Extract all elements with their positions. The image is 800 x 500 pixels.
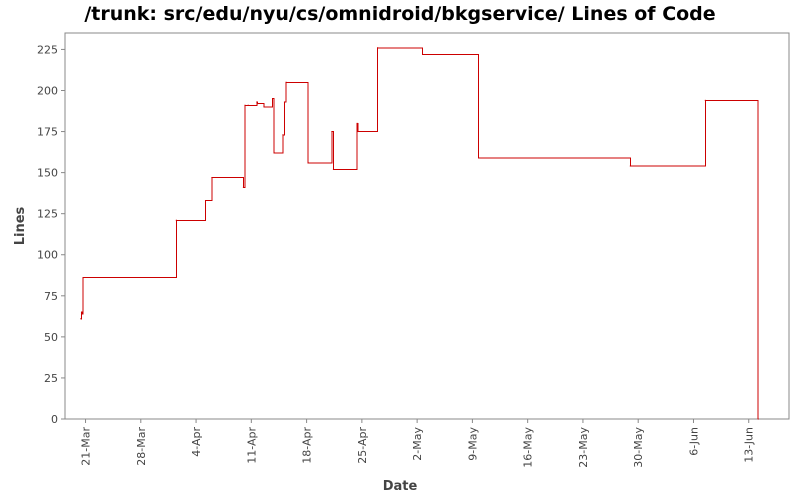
data-point <box>82 277 84 279</box>
x-tick-label: 30-May <box>632 427 645 468</box>
y-tick-label: 150 <box>37 167 58 180</box>
x-tick-label: 2-May <box>411 427 424 461</box>
data-point <box>629 165 631 167</box>
x-tick-label: 4-Apr <box>190 427 203 457</box>
data-point <box>356 122 358 124</box>
x-tick-label: 23-May <box>577 427 590 468</box>
data-point <box>332 168 335 170</box>
series-layer <box>80 47 759 420</box>
y-axis: 0 25 50 75 100 125 150 175 200 225 <box>37 43 65 426</box>
plot-area <box>64 32 790 420</box>
data-point <box>422 53 424 55</box>
y-tick-label: 100 <box>37 249 58 262</box>
data-point <box>204 199 207 202</box>
data-point <box>257 103 259 105</box>
y-tick-label: 50 <box>44 331 58 344</box>
data-point <box>273 152 275 154</box>
x-tick-label: 25-Apr <box>356 427 369 464</box>
data-point <box>704 99 706 101</box>
x-tick-label: 9-May <box>466 427 479 461</box>
data-point <box>285 81 287 83</box>
data-point <box>80 311 83 313</box>
chart-title: /trunk: src/edu/nyu/cs/omnidroid/bkgserv… <box>84 3 715 25</box>
y-tick-label: 200 <box>37 84 58 97</box>
data-point <box>256 101 258 103</box>
data-point <box>175 219 177 221</box>
y-tick-label: 25 <box>44 372 58 385</box>
data-point <box>81 313 83 315</box>
data-point <box>272 98 274 100</box>
x-tick-label: 28-Mar <box>135 427 148 466</box>
data-point <box>478 157 480 159</box>
y-tick-label: 0 <box>51 413 58 426</box>
data-point <box>242 186 245 188</box>
x-axis-label: Date <box>383 479 418 494</box>
x-tick-label: 21-Mar <box>80 427 93 466</box>
data-point <box>80 318 82 320</box>
x-tick-label: 11-Apr <box>245 427 258 464</box>
y-tick-label: 75 <box>44 290 58 303</box>
data-point <box>357 130 359 133</box>
data-point <box>377 47 379 49</box>
x-tick-label: 16-May <box>522 427 535 468</box>
data-point <box>247 104 249 106</box>
x-tick-label: 6-Jun <box>687 427 700 456</box>
data-point <box>263 106 265 108</box>
y-tick-label: 125 <box>37 208 58 221</box>
data-point <box>244 104 246 106</box>
data-point <box>283 101 286 103</box>
x-tick-label: 13-Jun <box>743 427 756 463</box>
series-line <box>80 47 759 419</box>
data-point <box>211 176 213 179</box>
y-tick-label: 175 <box>37 126 58 139</box>
data-point <box>307 162 309 164</box>
y-axis-label: Lines <box>13 206 28 245</box>
data-point <box>282 134 284 136</box>
y-tick-label: 225 <box>37 43 58 56</box>
data-point <box>757 418 759 420</box>
data-point <box>331 130 333 133</box>
x-tick-label: 18-Apr <box>301 427 314 464</box>
x-axis: 21-Mar 28-Mar 4-Apr 11-Apr 18-Apr 25-Apr 2-May… <box>80 419 756 468</box>
